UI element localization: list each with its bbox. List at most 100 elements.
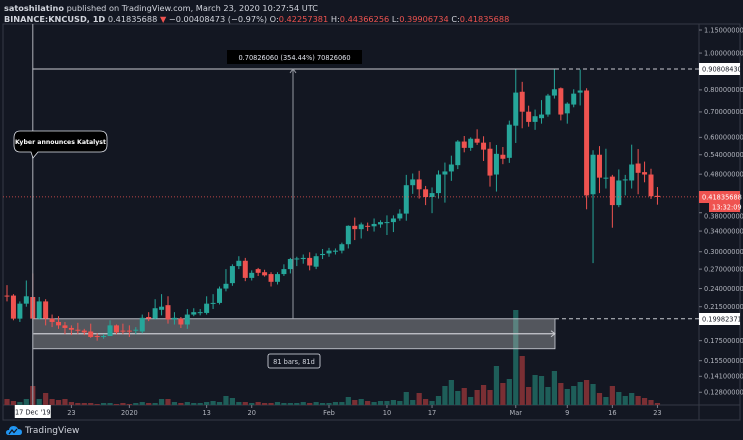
candle <box>410 173 416 194</box>
candle-body <box>397 213 403 219</box>
candle <box>564 102 570 124</box>
high-label: H: <box>330 14 340 24</box>
candle-body <box>551 89 557 96</box>
candle <box>416 170 422 199</box>
candle <box>358 222 364 239</box>
low-value: 0.39906734 <box>399 14 449 24</box>
candle-body <box>152 308 158 319</box>
candle-body <box>577 90 583 93</box>
time-tick-label: Feb <box>323 409 335 417</box>
candle <box>558 87 564 121</box>
candle-body <box>49 318 55 322</box>
candle <box>223 269 229 292</box>
time-tick-label: Mar <box>510 409 523 417</box>
candle <box>429 187 435 214</box>
candle-body <box>43 301 49 319</box>
last-price-tag: 0.41835688 13:32:09 <box>699 191 742 212</box>
candle <box>101 334 107 339</box>
triangle-down-icon: ▼ <box>159 14 167 24</box>
candle-body <box>519 91 525 112</box>
volume-bar <box>590 384 596 405</box>
volume-bar <box>10 401 17 405</box>
volume-bar <box>474 390 480 405</box>
candle <box>36 297 42 320</box>
price-axis[interactable]: 1.15000000 1.00000000 0.80000000 0.70000000… <box>699 26 743 397</box>
candle-body <box>609 176 615 206</box>
volume-bar <box>255 402 261 405</box>
candle <box>262 269 268 277</box>
candle-body <box>564 103 570 114</box>
volume-bar <box>468 397 474 405</box>
candle-body <box>191 312 197 315</box>
volume-bar <box>416 393 422 405</box>
candle-body <box>365 225 371 227</box>
time-tick-label: 13 <box>202 409 210 417</box>
volume-bar <box>377 401 384 405</box>
volume-bar <box>158 399 165 405</box>
candle <box>184 309 190 329</box>
date-range-tool[interactable] <box>32 318 556 350</box>
candle-body <box>571 93 577 105</box>
candle-body <box>75 329 81 331</box>
candle-body <box>410 179 416 186</box>
candle-body <box>300 257 306 260</box>
callout-kyber[interactable]: Kyber announces Katalyst <box>13 130 108 159</box>
candle <box>326 247 332 257</box>
candle <box>506 120 512 163</box>
volume-bar <box>371 402 377 405</box>
candle-body <box>654 195 660 198</box>
close-value: 0.41835688 <box>459 14 510 24</box>
time-axis[interactable]: 17 Dec '19 23 2020 13 20 Feb 10 17 Mar 9 16 23 <box>14 405 662 418</box>
candle-body <box>17 303 23 319</box>
volume-bar <box>274 402 281 405</box>
volume-bar <box>307 403 313 405</box>
symbol-name[interactable]: BINANCE:KNCUSD, 1D <box>4 14 106 24</box>
candle <box>371 218 377 232</box>
author-name[interactable]: satoshilatino <box>4 3 64 13</box>
price-tick-label: 0.60000000 <box>704 134 743 142</box>
candle <box>178 316 184 328</box>
volume-bar <box>165 399 171 405</box>
candle <box>481 136 487 161</box>
candle <box>590 150 596 264</box>
candle <box>448 155 454 181</box>
volume-bar <box>152 403 158 405</box>
candle <box>435 170 441 199</box>
volume-bar <box>403 392 409 405</box>
volume-bar <box>616 392 622 405</box>
candle-body <box>403 185 409 214</box>
candle-body <box>249 272 255 278</box>
candle-body <box>268 274 274 282</box>
candle <box>320 249 326 260</box>
price-tick-label: 0.21500000 <box>704 303 743 311</box>
volume-bar <box>191 403 197 405</box>
candle <box>287 257 293 274</box>
volume-bar <box>4 399 10 405</box>
drawing-overlays[interactable] <box>3 24 699 405</box>
candle-body <box>171 317 177 320</box>
candle-body <box>384 222 390 224</box>
candle <box>23 280 29 307</box>
candle-body <box>126 330 132 332</box>
candle-body <box>274 274 280 282</box>
candle-body <box>506 124 512 158</box>
footer-brand[interactable]: TradingView <box>6 425 79 436</box>
volume-bar <box>210 401 216 405</box>
published-text: published on TradingView.com, March 23, … <box>66 3 319 13</box>
candle <box>526 105 532 127</box>
volume-bar <box>43 393 49 405</box>
candle-body <box>184 314 190 325</box>
volume-bar <box>223 396 229 405</box>
volume-bar <box>184 402 190 405</box>
tradingview-cloud-icon <box>6 426 22 435</box>
candle <box>513 69 519 143</box>
crosshair-date-tag <box>14 405 51 418</box>
volume-bar <box>81 403 87 405</box>
candle-body <box>352 225 358 230</box>
price-tick-label: 0.24000000 <box>704 285 743 293</box>
candle-body <box>159 306 165 310</box>
candle-body <box>4 295 10 297</box>
volume-bar <box>532 375 538 405</box>
volume-bar <box>229 398 235 405</box>
